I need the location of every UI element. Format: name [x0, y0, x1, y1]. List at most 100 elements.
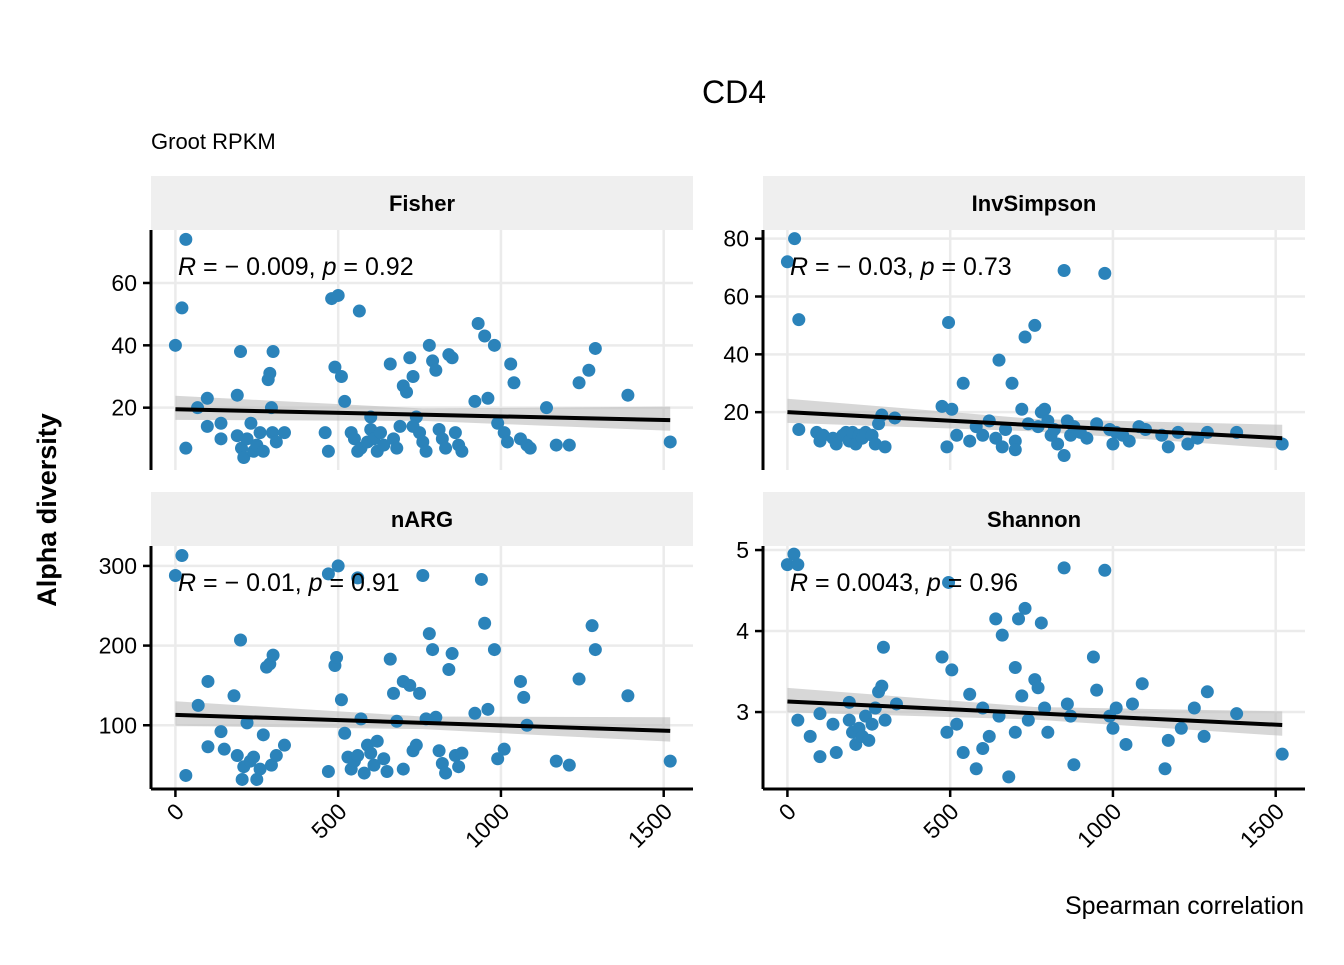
data-point [328, 360, 342, 374]
data-point [878, 440, 892, 454]
regression-line [175, 407, 671, 423]
data-point [868, 437, 882, 451]
scatter-points [780, 232, 1289, 463]
data-point [338, 394, 352, 408]
data-point [875, 679, 889, 693]
data-point [468, 706, 482, 720]
x-tick-label: 1000 [1072, 798, 1127, 853]
data-point [230, 429, 244, 443]
facet-panel-shannon: Shannon R = 0.0043, p = 0.96 3 4 5 0 500 1000 15… [736, 492, 1305, 853]
data-point [1038, 701, 1052, 715]
data-point [1041, 725, 1055, 739]
data-point [351, 749, 365, 763]
data-point [663, 435, 677, 449]
scatter-points [780, 547, 1289, 784]
data-point [230, 388, 244, 402]
data-point [256, 728, 270, 742]
data-point [191, 698, 205, 712]
data-point [330, 651, 344, 665]
data-point [1031, 681, 1045, 695]
data-point [500, 435, 514, 449]
x-tick-label: 0 [162, 798, 189, 825]
data-point [787, 547, 801, 561]
data-point [862, 733, 876, 747]
data-point [982, 729, 996, 743]
data-point [442, 662, 456, 676]
data-point [865, 717, 879, 731]
data-point [1021, 713, 1035, 727]
data-point [1125, 697, 1139, 711]
data-point [1122, 434, 1136, 448]
data-point [277, 426, 291, 440]
data-point [549, 438, 563, 452]
facet-panel-narg: nARG R = − 0.01, p = 0.91 100 200 300 0 500 100… [99, 492, 693, 853]
data-point [1012, 612, 1026, 626]
x-tick-label: 0 [774, 798, 801, 825]
data-point [1005, 376, 1019, 390]
data-point [200, 419, 214, 433]
data-point [370, 734, 384, 748]
facet-strip [151, 176, 693, 230]
data-point [945, 402, 959, 416]
data-point [540, 401, 554, 415]
data-point [1038, 402, 1052, 416]
data-point [318, 426, 332, 440]
data-point [214, 725, 228, 739]
data-point [876, 640, 890, 654]
data-point [549, 754, 563, 768]
data-point [175, 301, 189, 315]
data-point [439, 766, 453, 780]
data-point [942, 575, 956, 589]
data-point [201, 674, 215, 688]
data-point [487, 643, 501, 657]
data-point [1067, 758, 1081, 772]
facet-strip-label: Fisher [389, 191, 455, 216]
data-point [352, 304, 366, 318]
correlation-annotation: R = − 0.009, p = 0.92 [178, 253, 414, 281]
data-point [621, 689, 635, 703]
y-tick-label: 40 [111, 332, 137, 358]
data-point [1057, 263, 1071, 277]
data-point [1161, 440, 1175, 454]
data-point [455, 746, 469, 760]
data-point [367, 758, 381, 772]
data-point [1034, 616, 1048, 630]
data-point [1008, 661, 1022, 674]
facet-panel-invsimpson: InvSimpson R = − 0.03, p = 0.73 20 40 60 80 [723, 176, 1305, 470]
data-point [816, 428, 830, 442]
data-point [791, 713, 805, 727]
data-point [247, 750, 261, 764]
data-point [237, 451, 251, 465]
data-point [347, 432, 361, 446]
y-axis-label: Alpha diversity [32, 413, 62, 607]
data-point [364, 746, 378, 760]
data-point [940, 725, 954, 739]
data-point [813, 707, 827, 721]
data-point [393, 419, 407, 433]
correlation-annotation: R = 0.0043, p = 0.96 [790, 569, 1018, 597]
data-point [780, 255, 794, 269]
data-point [942, 316, 956, 330]
data-point [562, 758, 576, 772]
data-point [426, 643, 440, 657]
data-point [1200, 685, 1214, 699]
data-point [1057, 561, 1071, 575]
data-point [334, 693, 348, 707]
y-tick-label: 40 [723, 341, 749, 367]
facet-strip-label: InvSimpson [972, 191, 1097, 216]
facet-strip-label: Shannon [987, 507, 1081, 532]
data-point [1275, 747, 1289, 761]
data-point [562, 438, 576, 452]
facet-panel-fisher: Fisher R = − 0.009, p = 0.92 20 40 60 [111, 176, 693, 470]
chart-subtitle: Groot RPKM [151, 129, 276, 154]
data-point [264, 758, 278, 772]
data-point [269, 749, 283, 763]
data-point [956, 746, 970, 760]
correlation-annotation: R = − 0.01, p = 0.91 [178, 569, 400, 597]
data-point [588, 341, 602, 355]
data-point [175, 549, 189, 563]
x-tick-label: 1500 [623, 798, 678, 853]
data-point [572, 672, 586, 686]
facet-strip [763, 176, 1305, 230]
data-point [1008, 443, 1022, 457]
